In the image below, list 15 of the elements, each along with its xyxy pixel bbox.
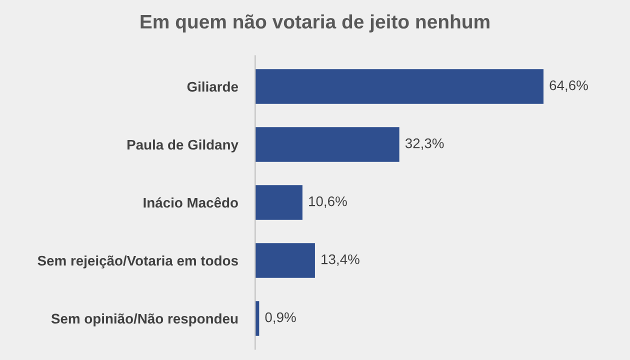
y-tick-label: Sem rejeição/Votaria em todos xyxy=(38,255,238,268)
bar xyxy=(255,185,302,220)
chart-title: Em quem não votaria de jeito nenhum xyxy=(140,14,490,32)
y-tick-label: Paula de Gildany xyxy=(128,139,238,152)
y-tick-label: Inácio Macêdo xyxy=(144,197,238,208)
y-tick-label: Sem opinião/Não respondeu xyxy=(51,313,238,326)
bar xyxy=(255,243,315,278)
data-label: 32,3% xyxy=(405,138,444,150)
data-label: 64,6% xyxy=(550,80,588,92)
y-tick-label: Giliarde xyxy=(187,82,238,92)
bar xyxy=(255,127,400,162)
data-label: 0,9% xyxy=(265,312,296,324)
data-label: 13,4% xyxy=(322,254,360,266)
bar xyxy=(255,69,544,104)
data-label: 10,6% xyxy=(309,196,347,208)
